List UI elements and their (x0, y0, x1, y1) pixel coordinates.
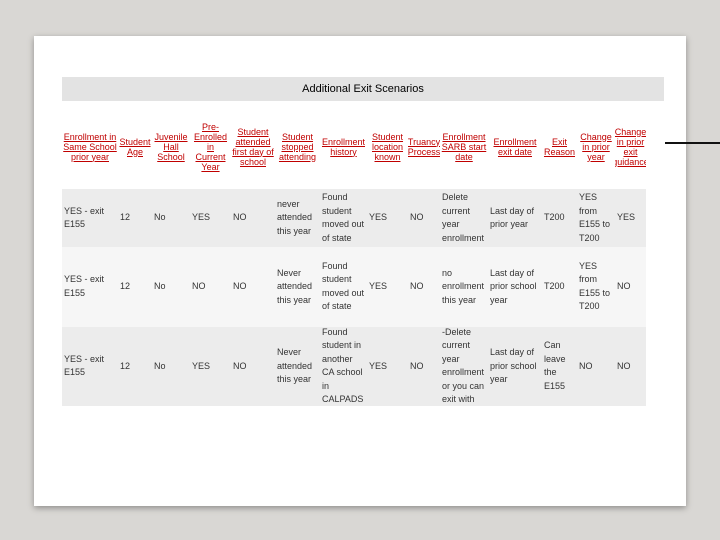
table-title: Additional Exit Scenarios (62, 77, 664, 101)
header-exit-date: Enrollment exit date (488, 104, 542, 189)
table-cell: Never attended this year (275, 247, 320, 327)
table-cell: YES (367, 326, 408, 406)
header-student-age: Student Age (118, 104, 152, 189)
header-sarb-start-date: Enrollment SARB start date (440, 104, 488, 189)
header-juvenile-hall: Juvenile Hall School (152, 104, 190, 189)
table-cell: NO (408, 247, 440, 327)
table-cell: YES - exit E155 (62, 189, 118, 247)
table-cell: YES (615, 189, 646, 247)
table-cell: NO (231, 189, 275, 247)
header-exit-reason: Exit Reason (542, 104, 577, 189)
table-cell: Last day of prior year (488, 189, 542, 247)
table-cell: YES (190, 326, 231, 406)
table-cell: no enrollment this year (440, 247, 488, 327)
table-cell: T200 (542, 189, 577, 247)
table-cell: Last day of prior school year (488, 247, 542, 327)
table-cell: No (152, 326, 190, 406)
table-cell: Found student in another CA school in CA… (320, 326, 367, 406)
table-cell: YES - exit E155 (62, 247, 118, 327)
table-cell: YES (190, 189, 231, 247)
table-cell: NO (190, 247, 231, 327)
table-cell: YES from E155 to T200 (577, 247, 615, 327)
table-cell: NO (615, 247, 646, 327)
header-truancy-process: Truancy Process (408, 104, 440, 189)
table-cell: Preference -Delete current year enrollme… (440, 326, 488, 406)
pointer-line (665, 142, 720, 144)
table-cell: YES (367, 189, 408, 247)
table-cell: Found student moved out of state (320, 247, 367, 327)
table-cell: NO (231, 247, 275, 327)
header-attended-first-day: Student attended first day of school (231, 104, 275, 189)
table-cell: NO (408, 189, 440, 247)
header-location-known: Student location known (367, 104, 408, 189)
table-cell: NO (231, 326, 275, 406)
header-enrollment-history: Enrollment history (320, 104, 367, 189)
table-cell: Last day of prior school year (488, 326, 542, 406)
table-cell: Can leave the E155 (542, 326, 577, 406)
table-cell: YES - exit E155 (62, 326, 118, 406)
table-cell: Never attended this year (275, 326, 320, 406)
table-cell: 12 (118, 326, 152, 406)
table-cell: Delete current year enrollment (440, 189, 488, 247)
header-change-prior-exit-guidance: Change in prior exit guidance (615, 104, 646, 189)
table-cell: never attended this year (275, 189, 320, 247)
table-cell: T200 (542, 247, 577, 327)
table-cell: Found student moved out of state (320, 189, 367, 247)
table-cell: No (152, 189, 190, 247)
table-cell: NO (408, 326, 440, 406)
header-stopped-attending: Student stopped attending (275, 104, 320, 189)
table-cell: No (152, 247, 190, 327)
table-cell: YES from E155 to T200 (577, 189, 615, 247)
header-pre-enrolled: Pre-Enrolled in Current Year (190, 104, 231, 189)
exit-scenarios-table: Enrollment in Same School prior year Stu… (62, 104, 646, 406)
header-enrollment-same-school: Enrollment in Same School prior year (62, 104, 118, 189)
table-cell: 12 (118, 247, 152, 327)
table-cell: NO (577, 326, 615, 406)
header-change-prior-year: Change in prior year (577, 104, 615, 189)
table-cell: YES (367, 247, 408, 327)
table-cell: NO (615, 326, 646, 406)
table-cell: 12 (118, 189, 152, 247)
